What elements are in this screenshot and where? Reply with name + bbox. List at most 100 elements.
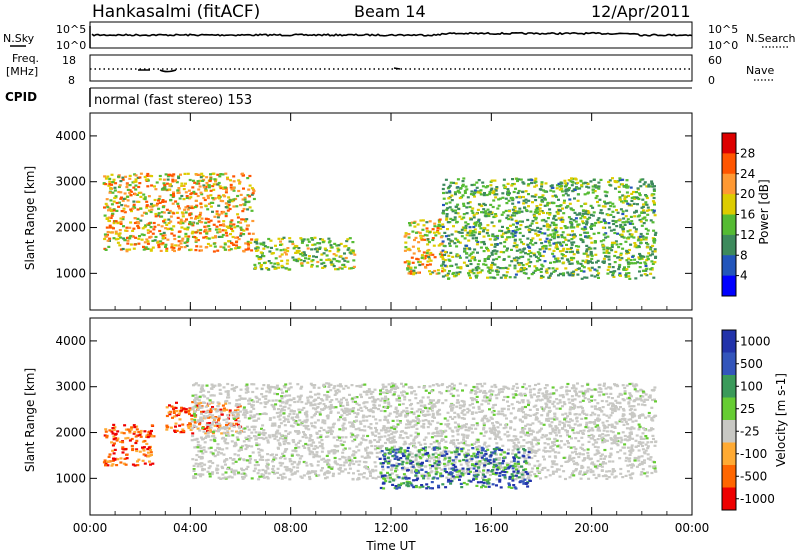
- scatter-cell: [524, 413, 528, 416]
- scatter-cell: [430, 436, 434, 439]
- scatter-cell: [592, 232, 596, 235]
- scatter-cell: [551, 229, 555, 232]
- scatter-cell: [651, 428, 655, 431]
- scatter-cell: [450, 462, 454, 465]
- scatter-cell: [551, 470, 555, 473]
- scatter-cell: [649, 456, 653, 459]
- scatter-cell: [279, 388, 283, 391]
- scatter-cell: [648, 254, 652, 257]
- scatter-cell: [368, 439, 372, 442]
- scatter-cell: [631, 420, 635, 423]
- scatter-cell: [423, 233, 427, 237]
- scatter-cell: [253, 240, 257, 244]
- scatter-cell: [515, 256, 519, 259]
- scatter-cell: [198, 423, 202, 426]
- scatter-cell: [406, 268, 410, 271]
- scatter-cell: [450, 208, 454, 211]
- scatter-cell: [150, 202, 153, 206]
- scatter-cell: [111, 181, 115, 184]
- scatter-cell: [572, 427, 575, 430]
- scatter-cell: [560, 234, 564, 237]
- scatter-cell: [581, 432, 585, 435]
- scatter-cell: [549, 238, 553, 241]
- scatter-cell: [177, 240, 181, 243]
- scatter-cell: [195, 245, 199, 248]
- scatter-cell: [647, 429, 651, 432]
- scatter-cell: [123, 424, 127, 427]
- scatter-cell: [492, 413, 496, 416]
- scatter-cell: [196, 427, 200, 430]
- scatter-cell: [618, 258, 622, 262]
- scatter-cell: [596, 438, 600, 441]
- scatter-cell: [502, 258, 506, 261]
- scatter-cell: [137, 226, 141, 230]
- scatter-cell: [468, 205, 472, 209]
- scatter-cell: [530, 456, 534, 460]
- scatter-cell: [543, 446, 547, 449]
- scatter-cell: [319, 426, 323, 429]
- scatter-cell: [533, 185, 537, 188]
- scatter-cell: [132, 205, 136, 208]
- scatter-cell: [217, 204, 221, 207]
- scatter-cell: [485, 193, 489, 197]
- scatter-cell: [365, 401, 369, 404]
- scatter-cell: [170, 243, 174, 246]
- scatter-cell: [446, 187, 450, 190]
- scatter-cell: [389, 388, 393, 391]
- scatter-cell: [207, 390, 211, 394]
- scatter-cell: [142, 233, 146, 237]
- scatter-cell: [496, 266, 500, 269]
- scatter-cell: [448, 244, 452, 247]
- scatter-cell: [351, 478, 355, 481]
- scatter-cell: [595, 452, 599, 455]
- scatter-cell: [629, 463, 632, 467]
- scatter-cell: [516, 228, 520, 231]
- scatter-cell: [272, 405, 276, 409]
- scatter-cell: [158, 201, 162, 204]
- scatter-cell: [634, 230, 638, 233]
- scatter-cell: [593, 247, 597, 250]
- scatter-cell: [217, 194, 221, 197]
- scatter-cell: [130, 437, 134, 441]
- scatter-cell: [521, 264, 525, 267]
- scatter-cell: [107, 245, 111, 248]
- scatter-cell: [465, 247, 469, 250]
- scatter-cell: [204, 217, 208, 220]
- scatter-cell: [320, 408, 323, 411]
- scatter-cell: [439, 236, 443, 239]
- scatter-cell: [551, 267, 555, 270]
- scatter-cell: [230, 241, 233, 245]
- scatter-cell: [241, 210, 245, 213]
- scatter-cell: [222, 224, 226, 227]
- scatter-cell: [297, 430, 300, 433]
- scatter-cell: [325, 476, 329, 479]
- scatter-cell: [518, 231, 522, 235]
- scatter-cell: [581, 240, 585, 244]
- scatter-cell: [175, 181, 179, 184]
- scatter-cell: [284, 383, 288, 386]
- scatter-cell: [246, 208, 250, 211]
- scatter-cell: [472, 225, 476, 229]
- scatter-cell: [544, 402, 548, 405]
- scatter-cell: [540, 398, 544, 401]
- scatter-cell: [642, 222, 646, 225]
- scatter-cell: [445, 213, 449, 216]
- scatter-cell: [153, 185, 156, 188]
- scatter-cell: [534, 418, 538, 421]
- scatter-cell: [514, 435, 518, 438]
- scatter-cell: [225, 434, 229, 437]
- scatter-cell: [532, 252, 536, 255]
- scatter-cell: [471, 255, 475, 259]
- scatter-cell: [162, 236, 165, 239]
- scatter-cell: [161, 242, 165, 245]
- scatter-cell: [476, 271, 480, 274]
- scatter-cell: [573, 188, 577, 192]
- scatter-cell: [285, 267, 289, 270]
- scatter-cell: [587, 235, 591, 238]
- scatter-cell: [445, 215, 449, 218]
- scatter-cell: [226, 382, 230, 386]
- scatter-cell: [572, 253, 576, 256]
- scatter-cell: [212, 250, 216, 253]
- scatter-cell: [329, 244, 333, 247]
- scatter-cell: [246, 194, 250, 197]
